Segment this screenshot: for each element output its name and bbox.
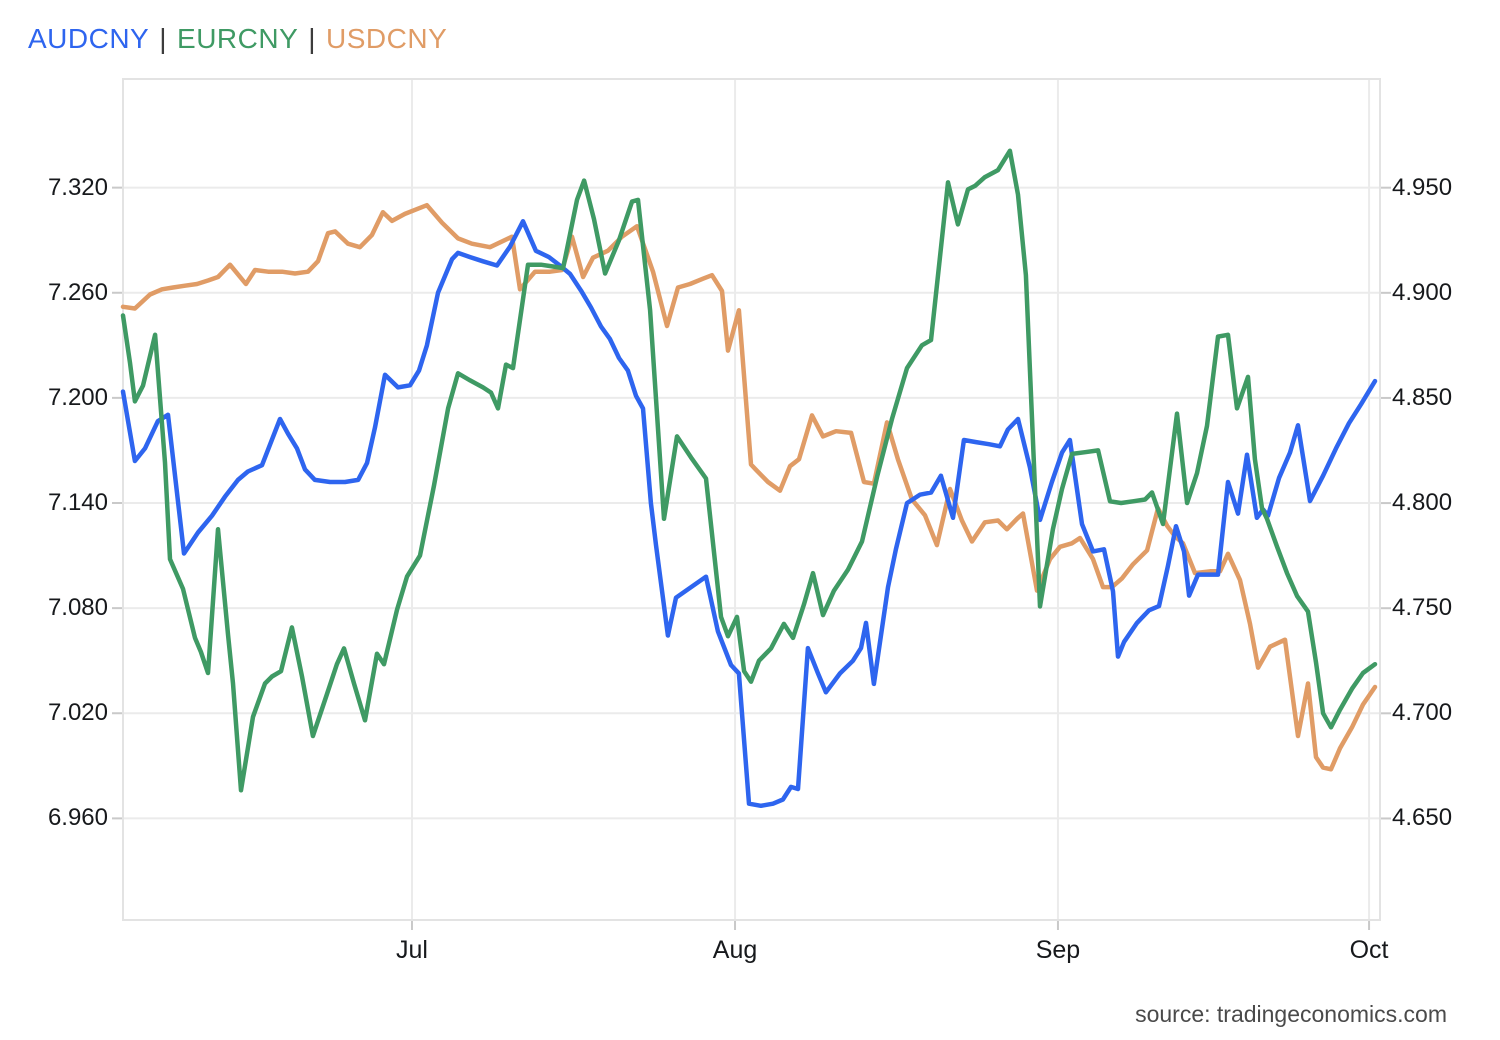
y-axis-label-right: 4.850	[1392, 383, 1453, 411]
y-axis-label-left: 7.200	[47, 383, 108, 411]
plot-border	[122, 78, 1381, 921]
y-axis-label-left: 7.320	[47, 173, 108, 201]
legend-separator: |	[308, 23, 317, 54]
y-axis-label-right: 4.750	[1392, 594, 1453, 622]
y-axis-label-left: 6.960	[47, 804, 108, 832]
y-axis-label-left: 7.080	[47, 594, 108, 622]
legend-item-audcny[interactable]: AUDCNY	[28, 23, 150, 54]
legend-item-eurcny[interactable]: EURCNY	[177, 23, 299, 54]
x-axis-label-sep: Sep	[1035, 936, 1081, 964]
chart-legend: AUDCNY | EURCNY | USDCNY	[28, 22, 447, 56]
legend-separator: |	[159, 23, 168, 54]
x-axis-label-oct: Oct	[1349, 936, 1389, 964]
y-axis-label-right: 4.700	[1392, 699, 1453, 727]
source-note: source: tradingeconomics.com	[1135, 1001, 1447, 1027]
x-axis-label-jul: Jul	[395, 936, 428, 964]
y-axis-label-left: 7.020	[47, 699, 108, 727]
y-axis-label-right: 4.950	[1392, 173, 1453, 201]
x-axis-label-aug: Aug	[712, 936, 758, 964]
series-line-audcny	[120, 219, 1378, 809]
series-line-eurcny	[120, 148, 1378, 793]
y-axis-label-right: 4.900	[1392, 278, 1453, 306]
y-axis-label-right: 4.650	[1392, 804, 1453, 832]
y-axis-label-right: 4.800	[1392, 489, 1453, 517]
y-axis-label-left: 7.260	[47, 278, 108, 306]
legend-item-usdcny[interactable]: USDCNY	[326, 23, 448, 54]
y-axis-label-left: 7.140	[47, 489, 108, 516]
